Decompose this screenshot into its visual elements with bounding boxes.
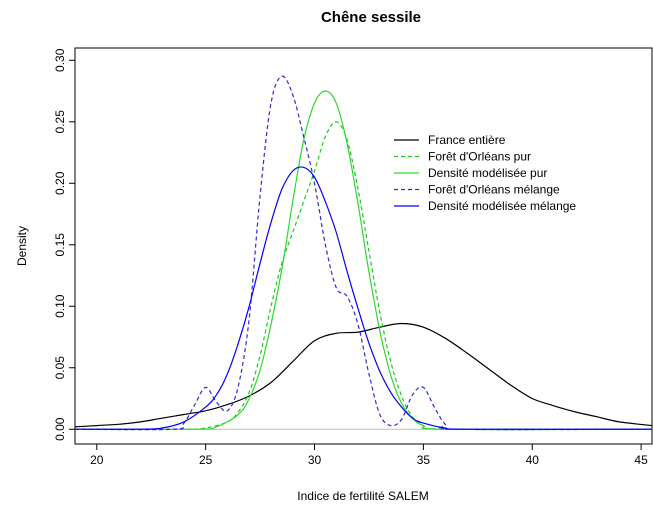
x-axis-label: Indice de fertilité SALEM: [297, 489, 428, 503]
series-line-foret-d-orleans-melange: [74, 75, 653, 431]
y-tick-label: 0.05: [53, 356, 67, 380]
x-tick-label: 25: [199, 453, 213, 467]
legend-label: France entière: [428, 133, 506, 147]
series-line-france-entiere: [74, 322, 653, 428]
series-line-densite-modelisee-pur: [74, 90, 653, 431]
y-tick-label: 0.30: [53, 48, 67, 72]
series-line-densite-modelisee-melange: [74, 166, 653, 430]
legend-label: Forêt d'Orléans pur: [428, 150, 531, 164]
legend-label: Densité modélisée pur: [428, 166, 547, 180]
plot-frame: [74, 47, 653, 445]
series-layer: [74, 75, 653, 431]
chart-title: Chêne sessile: [321, 9, 421, 26]
legend: France entière Forêt d'Orléans pur Densité…: [394, 133, 576, 213]
x-tick-label: 30: [308, 453, 322, 467]
series-line-foret-d-orleans-pur: [74, 121, 653, 431]
x-tick-label: 35: [417, 453, 431, 467]
y-tick-label: 0.25: [53, 110, 67, 134]
x-tick-label: 40: [526, 453, 540, 467]
legend-label: Densité modélisée mélange: [428, 199, 576, 213]
y-axis-label: Density: [15, 226, 29, 266]
x-axis: 20 25 30 35 40 45: [90, 444, 648, 467]
y-tick-label: 0.15: [53, 233, 67, 257]
y-tick-label: 0.20: [53, 171, 67, 195]
x-tick-label: 20: [90, 453, 104, 467]
y-axis: 0.00 0.05 0.10 0.15 0.20 0.25 0.30: [53, 48, 75, 441]
y-tick-label: 0.00: [53, 417, 67, 441]
y-tick-label: 0.10: [53, 294, 67, 318]
legend-label: Forêt d'Orléans mélange: [428, 183, 560, 197]
x-tick-label: 45: [634, 453, 648, 467]
